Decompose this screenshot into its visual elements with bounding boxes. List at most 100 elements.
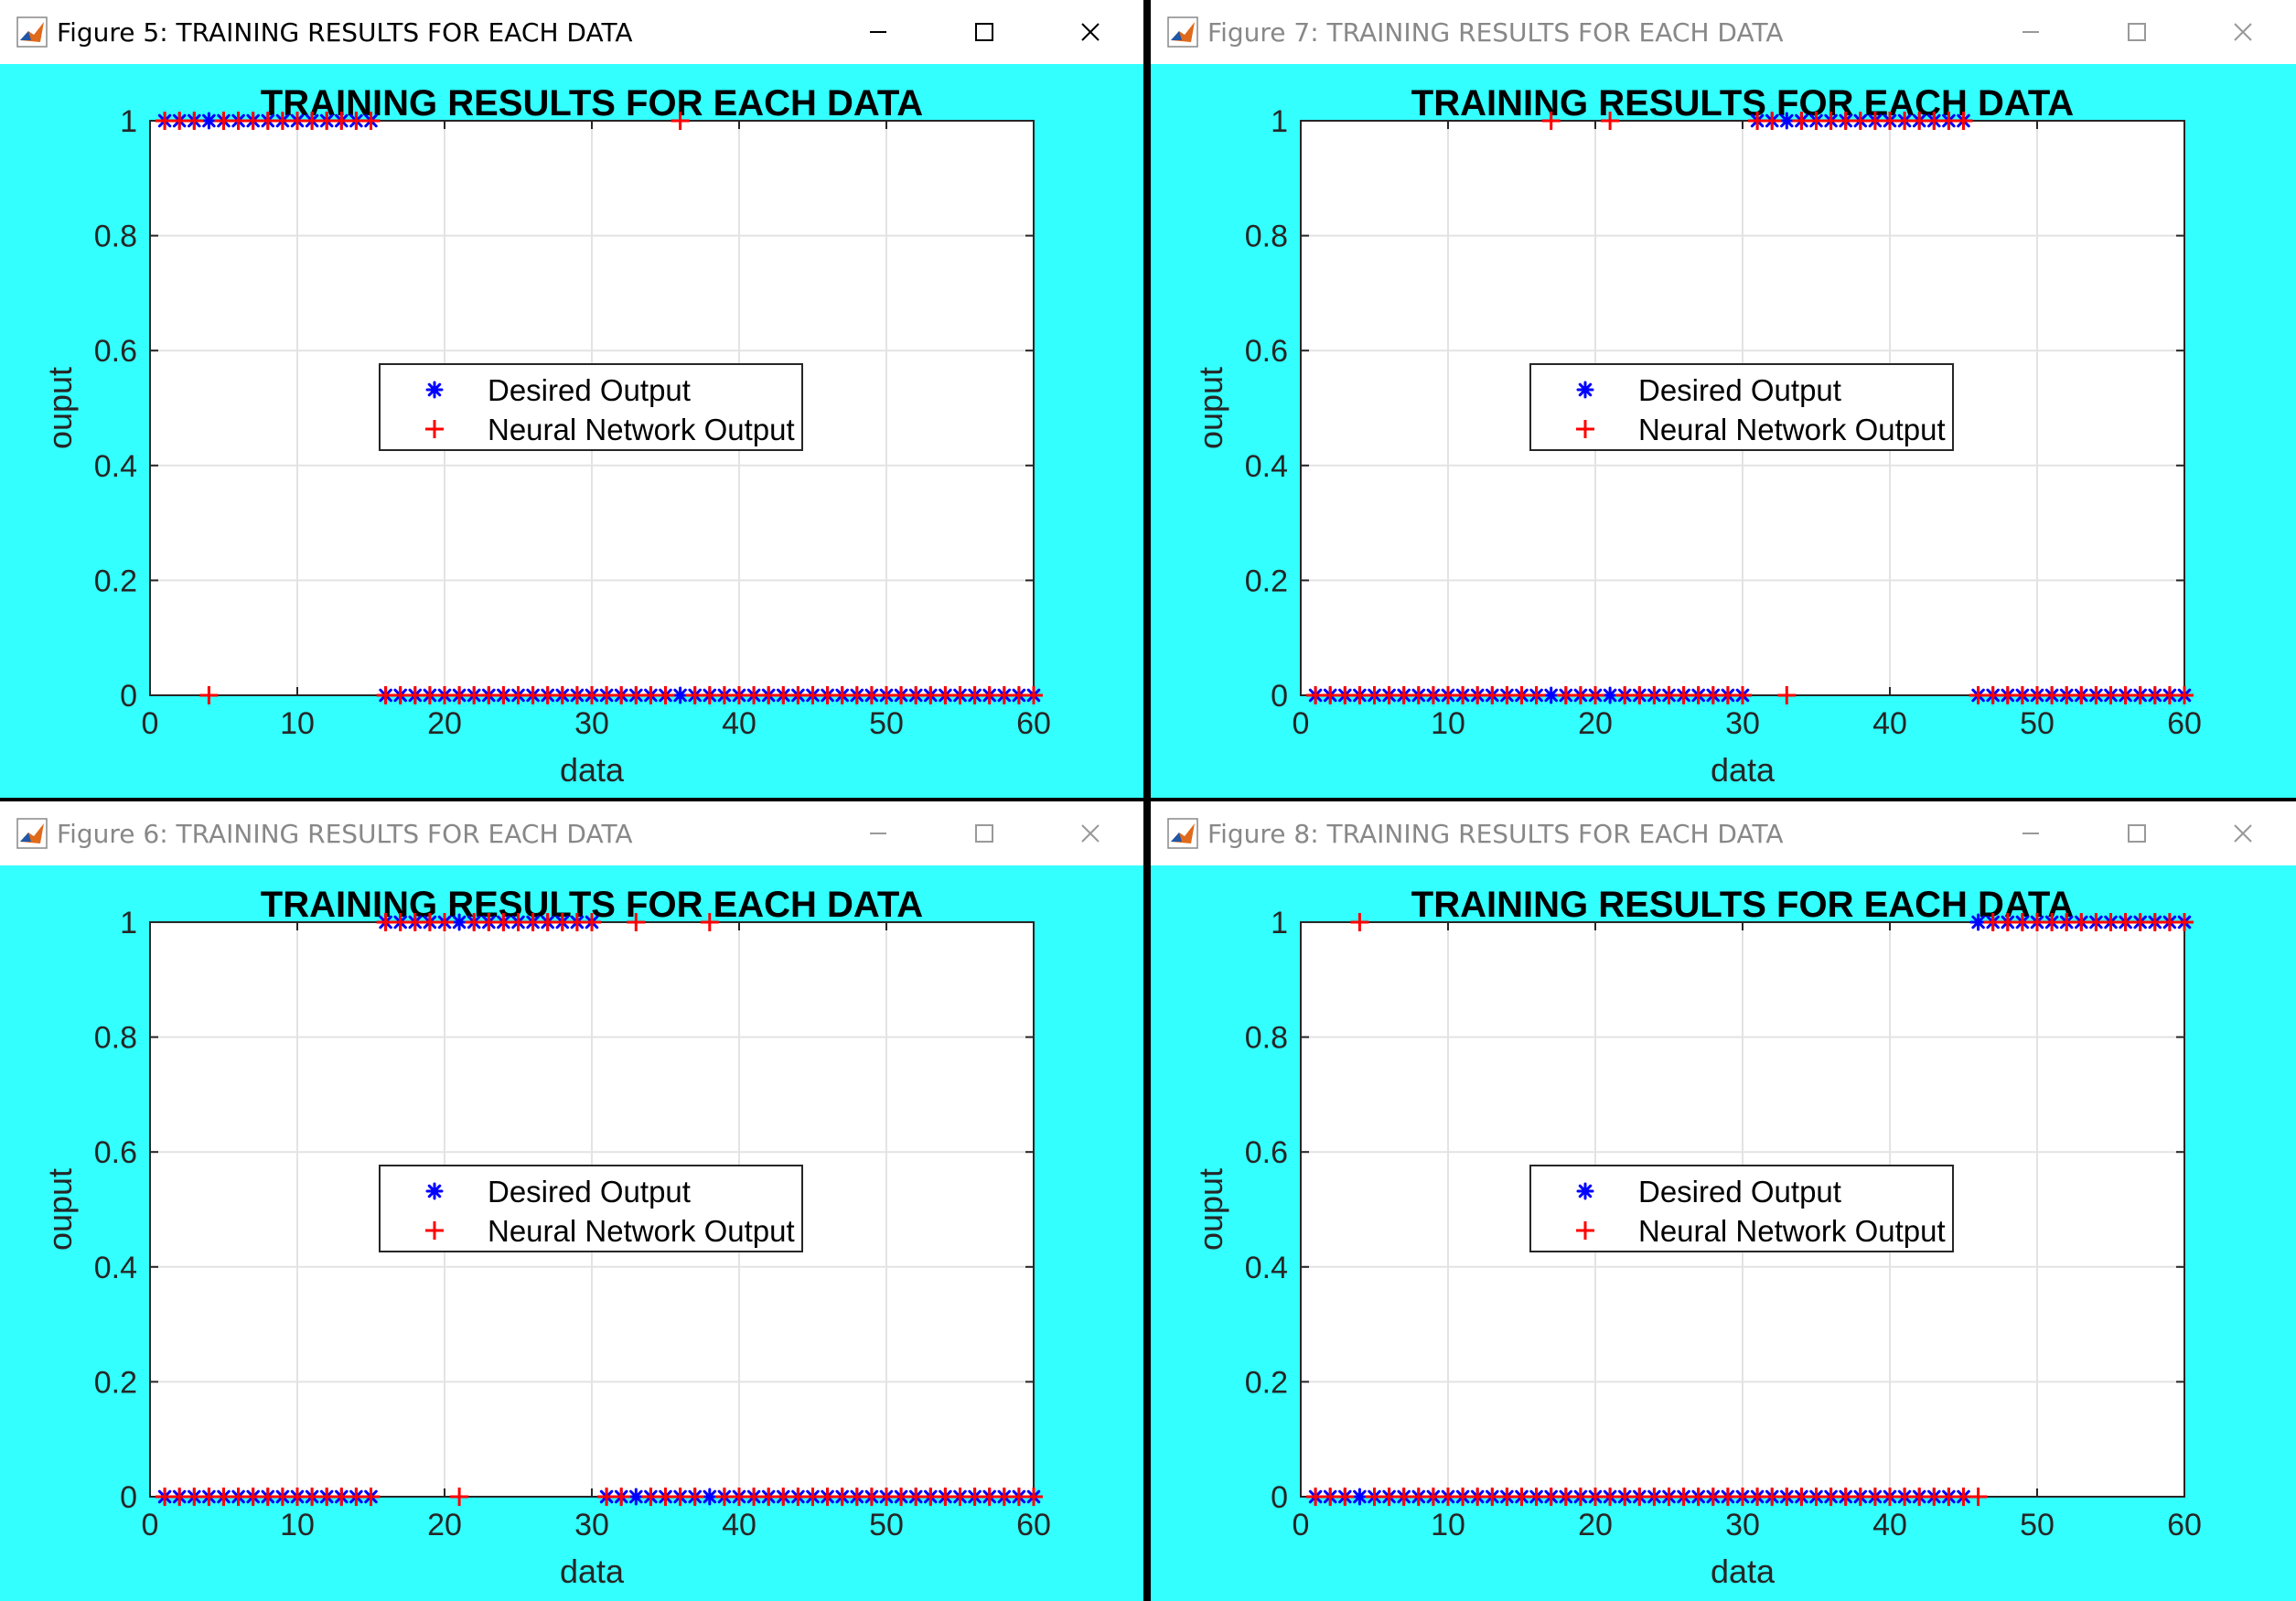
desired-output-point: [1969, 913, 1988, 931]
y-tick-label: 0.8: [94, 220, 137, 254]
x-tick-label: 30: [1725, 706, 1760, 741]
legend-plus-marker: [425, 420, 444, 438]
network-output-point: [685, 1488, 704, 1506]
y-axis-label: ouput: [41, 367, 79, 449]
y-tick-label: 0.8: [1245, 220, 1288, 254]
close-button[interactable]: [1037, 801, 1143, 865]
network-output-series: [156, 112, 1043, 704]
legend[interactable]: Desired Output Neural Network Output: [1529, 1165, 1954, 1252]
minimize-icon: [870, 31, 886, 33]
network-output-point: [656, 686, 675, 704]
network-output-point: [1586, 686, 1604, 704]
network-output-point: [199, 686, 219, 704]
close-button[interactable]: [1037, 0, 1143, 64]
desired-output-point: [1350, 1488, 1368, 1506]
title-bar[interactable]: Figure 5: TRAINING RESULTS FOR EACH DATA: [0, 0, 1143, 64]
x-tick-label: 0: [1293, 706, 1310, 741]
minimize-button[interactable]: [825, 801, 931, 865]
network-output-point: [2175, 686, 2194, 704]
y-axis-label: ouput: [41, 1168, 79, 1251]
network-output-point: [2175, 913, 2194, 931]
desired-output-point: [1777, 112, 1796, 130]
minimize-button[interactable]: [1978, 0, 2084, 64]
network-output-series: [1306, 112, 2194, 704]
x-tick-label: 30: [1725, 1508, 1760, 1542]
figure-window-6[interactable]: Figure 6: TRAINING RESULTS FOR EACH DATA…: [0, 801, 1143, 1601]
window-title: Figure 8: TRAINING RESULTS FOR EACH DATA: [1207, 818, 1784, 849]
x-axis-label: data: [1711, 751, 1776, 789]
maximize-icon: [2128, 824, 2146, 843]
close-icon: [2234, 23, 2252, 41]
x-tick-label: 50: [2020, 706, 2055, 741]
legend-star-marker: [425, 1182, 444, 1200]
network-output-series: [156, 913, 1043, 1506]
maximize-button[interactable]: [2084, 801, 2190, 865]
x-tick-label: 10: [1431, 1508, 1465, 1542]
legend-entry-label: Desired Output: [488, 1175, 691, 1209]
figure-window-8[interactable]: Figure 8: TRAINING RESULTS FOR EACH DATA…: [1151, 801, 2296, 1601]
network-output-point: [1025, 686, 1043, 704]
matlab-icon: [1167, 16, 1198, 48]
x-tick-label: 40: [1872, 1508, 1907, 1542]
close-button[interactable]: [2190, 0, 2296, 64]
y-tick-label: 0.4: [1245, 449, 1288, 484]
maximize-icon: [975, 23, 993, 41]
y-tick-label: 0.2: [94, 564, 137, 598]
maximize-button[interactable]: [2084, 0, 2190, 64]
maximize-button[interactable]: [931, 801, 1037, 865]
x-tick-label: 20: [1578, 706, 1613, 741]
x-axis-label: data: [560, 1553, 625, 1590]
legend[interactable]: Desired Output Neural Network Output: [379, 1165, 803, 1252]
legend-entry-label: Neural Network Output: [488, 1214, 795, 1248]
minimize-button[interactable]: [825, 0, 931, 64]
network-output-point: [671, 112, 690, 130]
close-icon: [2234, 824, 2252, 843]
legend-entry-label: Desired Output: [1638, 373, 1841, 407]
legend-entry-label: Neural Network Output: [488, 413, 795, 446]
title-bar[interactable]: Figure 7: TRAINING RESULTS FOR EACH DATA: [1151, 0, 2296, 64]
legend-entry-label: Neural Network Output: [1638, 1214, 1946, 1248]
figure-window-5[interactable]: Figure 5: TRAINING RESULTS FOR EACH DATA…: [0, 0, 1143, 798]
legend[interactable]: Desired Output Neural Network Output: [1529, 363, 1954, 451]
network-output-point: [1350, 913, 1369, 931]
minimize-button[interactable]: [1978, 801, 2084, 865]
network-output-point: [1527, 686, 1546, 704]
maximize-icon: [2128, 23, 2146, 41]
desired-output-point: [627, 1488, 645, 1506]
maximize-button[interactable]: [931, 0, 1037, 64]
maximize-icon: [975, 824, 993, 843]
legend[interactable]: Desired Output Neural Network Output: [379, 363, 803, 451]
network-output-point: [1336, 1488, 1355, 1506]
legend-box: [379, 1165, 803, 1252]
y-axis-label: ouput: [1192, 367, 1229, 449]
network-output-point: [1777, 686, 1797, 704]
y-tick-label: 1: [120, 906, 137, 940]
x-tick-label: 30: [574, 1508, 609, 1542]
x-tick-label: 40: [1872, 706, 1907, 741]
y-tick-label: 0.8: [1245, 1021, 1288, 1056]
legend-entry-label: Desired Output: [1638, 1175, 1841, 1209]
x-tick-label: 30: [574, 706, 609, 741]
title-bar[interactable]: Figure 6: TRAINING RESULTS FOR EACH DATA: [0, 801, 1143, 865]
legend-plus-marker: [1576, 420, 1594, 438]
close-button[interactable]: [2190, 801, 2296, 865]
figure-window-7[interactable]: Figure 7: TRAINING RESULTS FOR EACH DATA…: [1151, 0, 2296, 798]
x-tick-label: 50: [869, 1508, 904, 1542]
y-axis-label: ouput: [1192, 1168, 1229, 1251]
x-tick-label: 40: [722, 1508, 756, 1542]
legend-box: [1529, 1165, 1954, 1252]
chart-title: TRAINING RESULTS FOR EACH DATA: [1411, 83, 2074, 124]
minimize-icon: [2022, 31, 2039, 33]
network-output-point: [361, 112, 381, 130]
desired-output-point: [450, 913, 468, 931]
network-output-point: [612, 1488, 631, 1506]
legend-box: [1529, 363, 1954, 451]
x-tick-label: 0: [1293, 1508, 1310, 1542]
title-bar[interactable]: Figure 8: TRAINING RESULTS FOR EACH DATA: [1151, 801, 2296, 865]
y-tick-label: 0: [120, 679, 137, 714]
x-tick-label: 10: [280, 1508, 315, 1542]
x-tick-label: 50: [2020, 1508, 2055, 1542]
network-output-point: [435, 913, 454, 931]
x-tick-label: 60: [1016, 706, 1051, 741]
network-output-point: [1733, 686, 1752, 704]
